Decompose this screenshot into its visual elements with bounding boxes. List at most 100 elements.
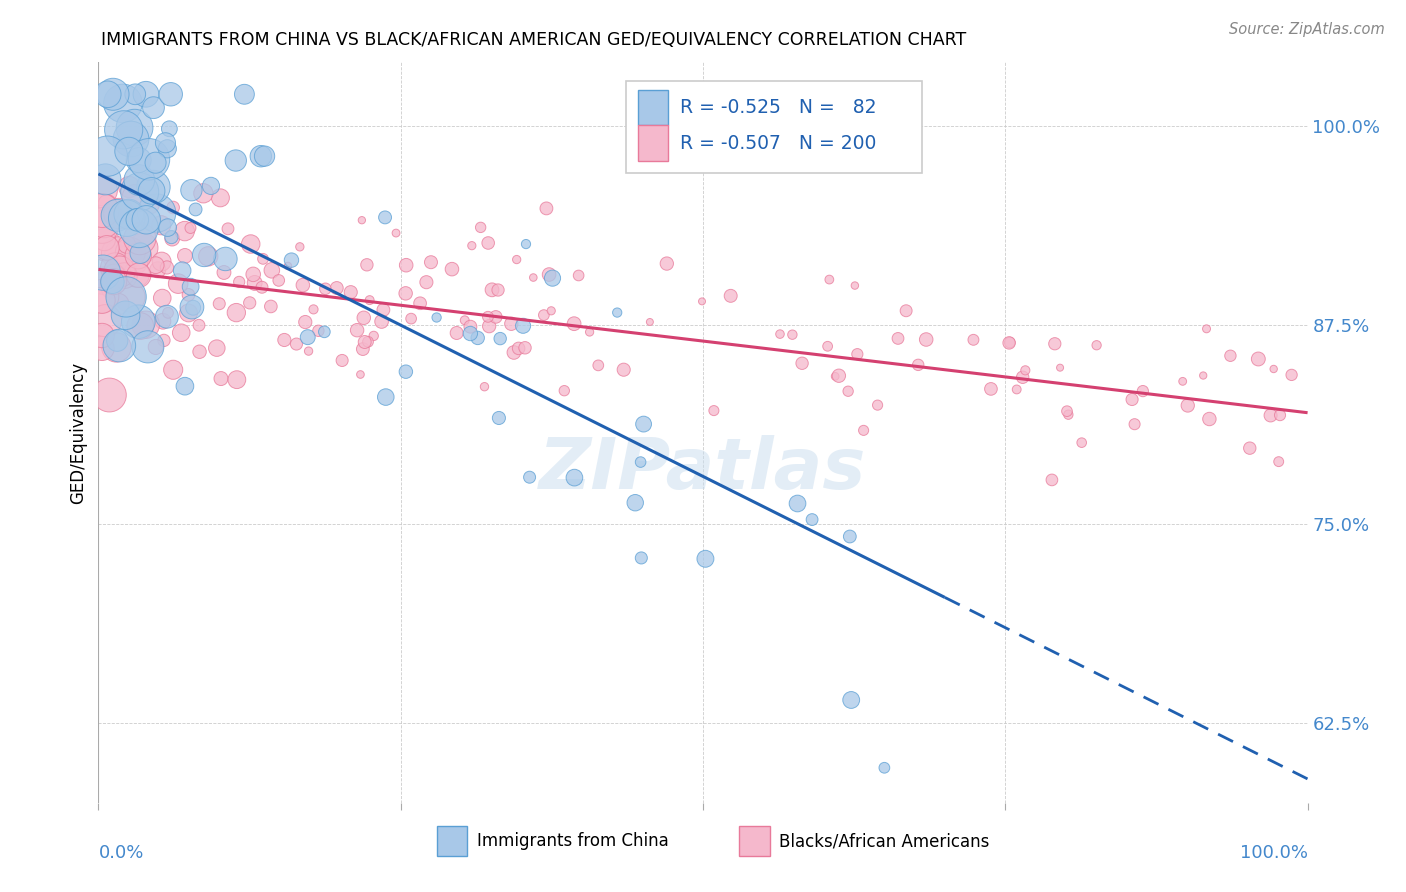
Point — [96, 149, 118, 163]
Point — [193, 248, 215, 262]
Point — [157, 121, 180, 136]
Point — [91, 342, 114, 356]
Text: 0.0%: 0.0% — [98, 844, 143, 862]
Point — [508, 342, 530, 356]
Point — [1005, 383, 1028, 397]
Point — [998, 335, 1021, 350]
Point — [502, 345, 524, 359]
Point — [121, 252, 143, 267]
Point — [606, 305, 628, 319]
Point — [98, 388, 121, 402]
Point — [120, 132, 142, 146]
Point — [350, 213, 373, 227]
Point — [1123, 417, 1146, 432]
Point — [181, 300, 204, 314]
Point — [105, 208, 128, 222]
Point — [486, 283, 509, 297]
Point — [111, 96, 134, 111]
Point — [156, 310, 179, 324]
Point — [239, 296, 262, 310]
Point — [373, 302, 395, 317]
Point — [1192, 368, 1215, 383]
Point — [91, 293, 114, 308]
Point — [980, 382, 1002, 396]
Point — [339, 285, 361, 300]
Point — [395, 365, 418, 379]
Point — [385, 226, 408, 240]
Point — [103, 275, 125, 289]
Point — [440, 262, 463, 277]
Point — [101, 275, 124, 289]
Point — [208, 297, 231, 311]
Point — [108, 265, 131, 279]
Point — [1219, 349, 1241, 363]
Point — [94, 238, 117, 252]
Point — [156, 142, 179, 156]
Point — [786, 496, 808, 510]
Point — [297, 330, 319, 344]
Text: Source: ZipAtlas.com: Source: ZipAtlas.com — [1229, 22, 1385, 37]
Point — [242, 268, 264, 282]
Point — [489, 332, 512, 346]
Point — [353, 334, 375, 349]
Point — [160, 230, 183, 244]
Point — [250, 280, 273, 294]
Point — [370, 314, 392, 328]
Point — [962, 333, 984, 347]
Point — [409, 296, 432, 310]
Point — [135, 318, 157, 332]
Point — [96, 196, 118, 211]
Point — [817, 339, 839, 353]
Point — [1070, 435, 1092, 450]
Point — [112, 268, 135, 283]
Point — [769, 327, 792, 342]
Point — [446, 326, 468, 340]
Point — [127, 315, 149, 329]
Point — [790, 356, 813, 370]
Point — [1267, 455, 1289, 469]
Text: Blacks/African Americans: Blacks/African Americans — [779, 832, 990, 850]
Point — [655, 256, 678, 270]
Point — [239, 237, 262, 252]
Point — [454, 313, 477, 327]
Point — [1043, 336, 1066, 351]
Point — [104, 269, 127, 284]
Point — [1049, 360, 1071, 375]
Point — [720, 289, 742, 303]
Point — [162, 363, 184, 377]
Point — [107, 268, 129, 283]
Point — [866, 398, 889, 412]
Point — [703, 403, 725, 417]
Point — [363, 329, 385, 343]
Point — [420, 255, 443, 269]
Point — [349, 368, 371, 382]
Point — [127, 249, 149, 263]
Point — [115, 290, 138, 304]
Point — [145, 258, 167, 272]
Text: R = -0.525   N =   82: R = -0.525 N = 82 — [681, 98, 876, 117]
Point — [588, 359, 610, 373]
Point — [1040, 473, 1063, 487]
Point — [112, 123, 135, 137]
Point — [302, 302, 325, 317]
Point — [91, 328, 114, 343]
Point — [474, 380, 496, 394]
Point — [105, 246, 128, 260]
Point — [150, 291, 173, 305]
Point — [118, 207, 141, 221]
Point — [478, 319, 501, 334]
Point — [105, 334, 128, 348]
Point — [177, 306, 200, 320]
Point — [91, 289, 114, 303]
Point — [184, 202, 207, 217]
Point — [1198, 412, 1220, 426]
Point — [630, 455, 652, 469]
Point — [998, 335, 1021, 350]
Point — [128, 153, 150, 167]
Point — [353, 310, 375, 325]
Point — [513, 341, 536, 355]
Point — [118, 180, 141, 194]
Point — [460, 319, 482, 334]
Point — [177, 288, 200, 302]
Point — [250, 149, 273, 163]
